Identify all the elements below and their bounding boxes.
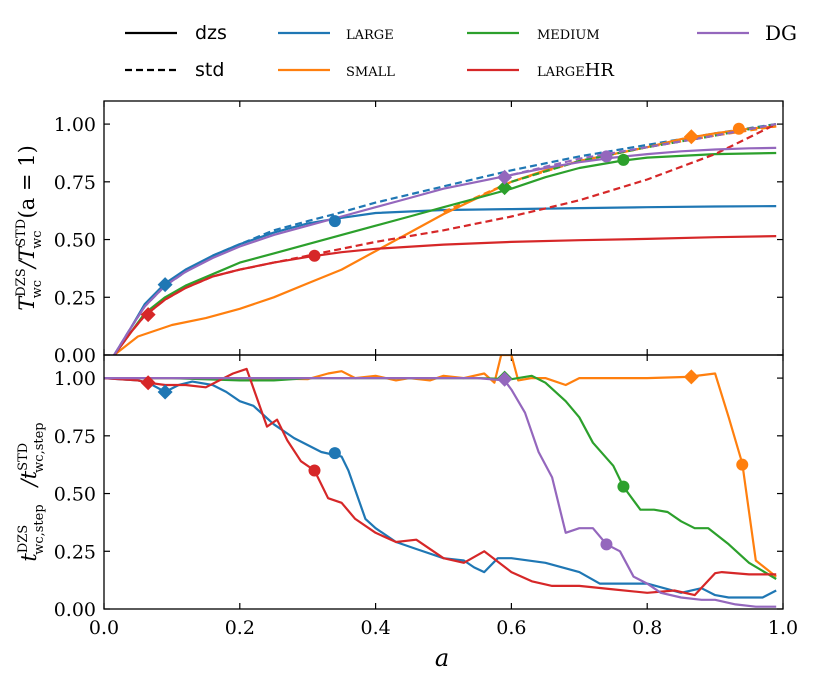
xtick-label-2: 0.4 (360, 617, 390, 639)
bottom-ytick-label-1: 0.25 (54, 541, 96, 563)
top-panel: 0.00 0.25 0.50 0.75 1.00 (54, 100, 784, 367)
top-ylabel-sup: DZS (14, 268, 29, 296)
bottom-ylabel-sub: wc,step (32, 504, 47, 554)
bottom-marker-dg-circle (600, 538, 613, 551)
bottom-frame (103, 354, 784, 610)
xtick-label-5: 1.0 (768, 617, 798, 639)
bottom-line-large-solid (104, 377, 777, 599)
top-marker-medium-circle (617, 153, 630, 166)
top-ylabel-tail: (a = 1) (15, 145, 39, 218)
top-ytick-label-2: 0.50 (54, 230, 96, 252)
top-marker-large-circle (328, 215, 341, 228)
bottom-marker-largehr-diamond (140, 375, 156, 391)
bottom-marker-large-circle (328, 447, 341, 460)
bottom-marker-small-circle (736, 458, 749, 471)
top-ylabel-main: T (15, 295, 39, 311)
top-line-dg-dashed (511, 123, 777, 176)
top-marker-dg-circle (600, 150, 613, 163)
top-ylabel-div: /T (15, 245, 39, 270)
top-ylabel: TDZSwc/TSTDwc(a = 1) (14, 145, 45, 311)
bottom-ylabel-sup: DZS (16, 525, 31, 553)
xtick-label-0: 0.0 (89, 617, 119, 639)
top-line-medium-dashed (511, 123, 777, 183)
plot-panels: 0.000.250.500.751.000.000.250.500.751.00… (54, 100, 798, 639)
top-line-large-solid (113, 205, 777, 355)
top-ylabel-sup2: STD (14, 219, 29, 247)
bottom-marker-largehr-circle (308, 464, 321, 477)
top-marker-largehr-diamond (140, 307, 156, 323)
xtick-label-1: 0.2 (225, 617, 255, 639)
legend: dzs std large small medium largeHR DG (125, 21, 797, 81)
xtick-label-4: 0.8 (632, 617, 662, 639)
top-ytick-label-1: 0.25 (54, 287, 96, 309)
legend-label-std: std (195, 59, 224, 81)
top-line-medium-solid (113, 151, 777, 355)
top-ytick-label-3: 0.75 (54, 172, 96, 194)
bottom-marker-medium-circle (617, 480, 630, 493)
top-series-group (113, 123, 777, 355)
top-ylabel-sub2: wc (30, 230, 45, 248)
top-line-small-dashed (443, 125, 777, 213)
top-marker-small-diamond (683, 129, 699, 145)
top-ylabel-sub: wc (30, 280, 45, 298)
bottom-ylabel: tDZSwc,step/tSTDwc,step (16, 422, 47, 561)
bottom-line-medium-solid (104, 374, 777, 580)
top-marker-small-circle (732, 122, 745, 135)
bottom-ytick-label-0: 0.00 (54, 599, 96, 621)
svg-text:TDZSwc/TSTDwc(a = 1): TDZSwc/TSTDwc(a = 1) (14, 145, 45, 311)
legend-label-medium: medium (537, 23, 600, 44)
bottom-ylabel-main: t (17, 553, 41, 562)
top-line-large-dashed (113, 123, 777, 355)
bottom-line-dg-solid (104, 377, 777, 608)
legend-label-dzs: dzs (195, 22, 227, 44)
bottom-marker-large-diamond (157, 384, 173, 400)
bottom-ytick-label-2: 0.50 (54, 484, 96, 506)
top-ytick-label-4: 1.00 (54, 114, 96, 136)
bottom-marker-dg-diamond (497, 371, 513, 387)
bottom-ylabel-sub2: wc,step (32, 422, 47, 472)
legend-label-small: small (346, 60, 395, 81)
bottom-line-largehr-solid (104, 367, 777, 597)
top-line-small-solid (113, 125, 777, 355)
xtick-label-3: 0.6 (496, 617, 526, 639)
bottom-marker-small-diamond (683, 369, 699, 385)
top-marker-dg-diamond (497, 169, 513, 185)
bottom-ylabel-sup2: STD (16, 443, 31, 471)
legend-label-dg: DG (765, 21, 797, 45)
top-line-largehr-dashed (113, 123, 777, 355)
legend-label-large: large (346, 23, 394, 44)
bottom-ytick-label-3: 0.75 (54, 426, 96, 448)
svg-text:tDZSwc,step/tSTDwc,step: tDZSwc,step/tSTDwc,step (16, 422, 47, 561)
bottom-panel: 0.00 0.25 0.50 0.75 1.00 0.0 0.2 0.4 0.6 0.8 1.0 (54, 354, 798, 639)
top-line-largehr-solid (113, 235, 777, 355)
x-axis-label: a (435, 644, 449, 672)
top-marker-medium-diamond (497, 180, 513, 196)
bottom-ytick-label-4: 1.00 (54, 368, 96, 390)
bottom-series-group (104, 355, 777, 608)
legend-label-largehr: largeHR (537, 60, 614, 81)
top-ytick-label-0: 0.00 (54, 345, 96, 367)
top-line-dg-solid (113, 146, 777, 355)
top-marker-large-diamond (157, 277, 173, 293)
top-marker-largehr-circle (308, 249, 321, 262)
bottom-ylabel-div: /t (17, 470, 41, 488)
